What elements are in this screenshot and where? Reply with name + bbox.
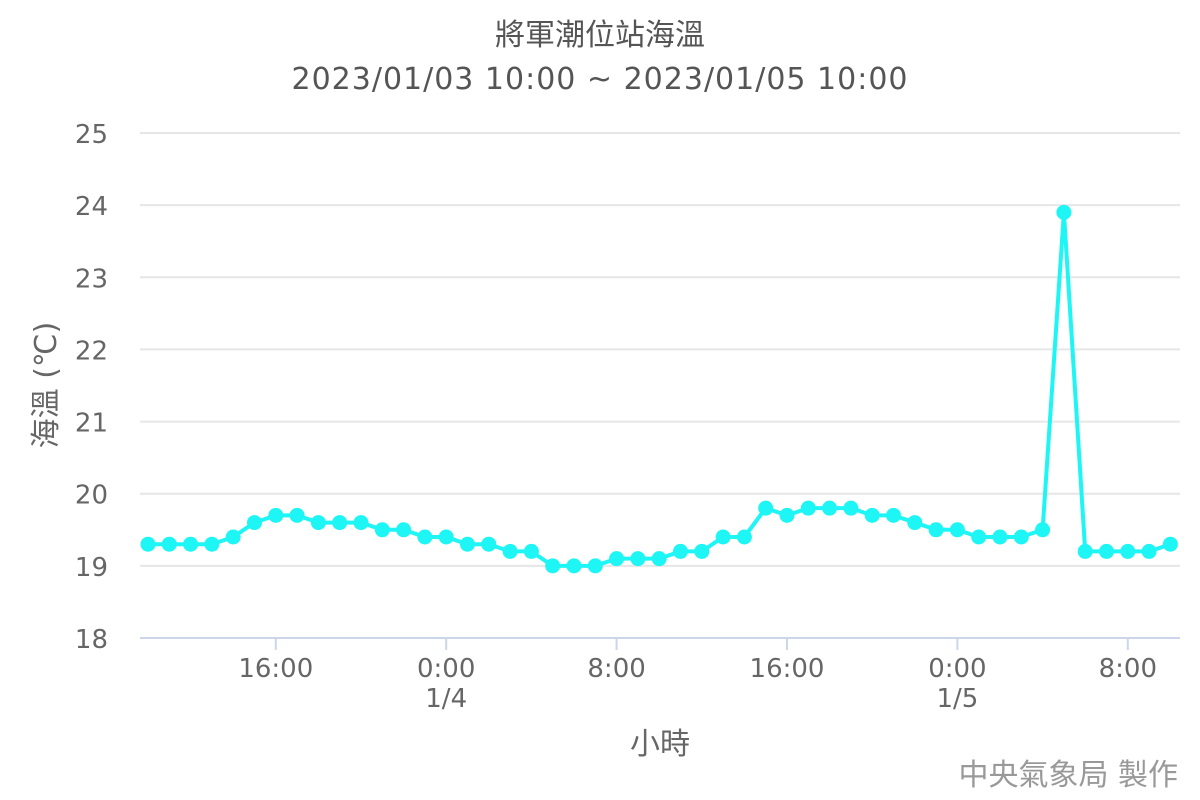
data-point[interactable] bbox=[949, 522, 965, 538]
data-point[interactable] bbox=[225, 529, 241, 545]
data-point[interactable] bbox=[523, 543, 539, 559]
data-point[interactable] bbox=[204, 536, 220, 552]
x-tick-label: 8:00 bbox=[587, 654, 645, 684]
data-point[interactable] bbox=[843, 500, 859, 516]
data-point[interactable] bbox=[1120, 543, 1136, 559]
data-point[interactable] bbox=[438, 529, 454, 545]
data-point[interactable] bbox=[1141, 543, 1157, 559]
credit-text: 中央氣象局 製作 bbox=[958, 758, 1178, 793]
y-tick-label: 25 bbox=[75, 120, 108, 150]
data-point[interactable] bbox=[289, 507, 305, 523]
data-point[interactable] bbox=[673, 543, 688, 559]
data-point[interactable] bbox=[183, 536, 199, 552]
x-tick-labels: 16:00 0:001/48:00 16:00 0:001/58:00 bbox=[238, 638, 1157, 714]
data-point[interactable] bbox=[800, 500, 816, 516]
data-point[interactable] bbox=[1056, 204, 1072, 220]
y-tick-label: 22 bbox=[75, 336, 108, 366]
data-point[interactable] bbox=[907, 515, 923, 531]
data-point[interactable] bbox=[886, 507, 901, 523]
data-point[interactable] bbox=[1077, 543, 1093, 559]
y-tick-label: 18 bbox=[75, 625, 108, 655]
series-sea-temperature bbox=[140, 204, 1178, 574]
x-tick-label: 8:00 bbox=[1099, 654, 1157, 684]
y-axis-label: 海溫 (℃) bbox=[29, 322, 64, 449]
data-point[interactable] bbox=[1162, 536, 1178, 552]
grid-lines bbox=[140, 132, 1180, 639]
data-point[interactable] bbox=[822, 500, 838, 516]
data-point[interactable] bbox=[247, 515, 262, 531]
data-point[interactable] bbox=[609, 551, 625, 567]
data-point[interactable] bbox=[502, 543, 518, 559]
data-point[interactable] bbox=[651, 551, 667, 567]
data-point[interactable] bbox=[460, 536, 475, 552]
y-tick-label: 24 bbox=[75, 192, 108, 222]
chart-title: 將軍潮位站海溫 bbox=[495, 18, 705, 53]
data-point[interactable] bbox=[374, 522, 390, 538]
x-axis-label: 小時 bbox=[630, 727, 690, 762]
data-point[interactable] bbox=[992, 529, 1008, 545]
y-tick-label: 20 bbox=[75, 481, 108, 511]
data-point[interactable] bbox=[587, 558, 603, 574]
data-point[interactable] bbox=[268, 507, 284, 523]
data-point[interactable] bbox=[971, 529, 987, 545]
x-tick-label: 16:00 bbox=[750, 654, 825, 684]
data-point[interactable] bbox=[396, 522, 412, 538]
x-tick-date-label: 1/5 bbox=[936, 684, 978, 714]
data-point[interactable] bbox=[694, 543, 710, 559]
data-point[interactable] bbox=[353, 515, 369, 531]
data-point[interactable] bbox=[481, 536, 497, 552]
data-point[interactable] bbox=[864, 507, 880, 523]
data-point[interactable] bbox=[545, 558, 561, 574]
data-point[interactable] bbox=[161, 536, 177, 552]
data-point[interactable] bbox=[779, 507, 795, 523]
data-point[interactable] bbox=[140, 536, 156, 552]
x-tick-label: 0:00 bbox=[417, 654, 475, 684]
chart-subtitle: 2023/01/03 10:00 ~ 2023/01/05 10:00 bbox=[291, 62, 909, 97]
data-point[interactable] bbox=[928, 522, 944, 538]
x-tick-date-label: 1/4 bbox=[425, 684, 467, 714]
y-tick-label: 19 bbox=[75, 553, 108, 583]
data-point[interactable] bbox=[332, 515, 348, 531]
data-point[interactable] bbox=[715, 529, 731, 545]
data-point[interactable] bbox=[630, 551, 646, 567]
data-point[interactable] bbox=[1035, 522, 1051, 538]
data-point[interactable] bbox=[1099, 543, 1114, 559]
data-point[interactable] bbox=[1013, 529, 1029, 545]
y-tick-label: 23 bbox=[75, 264, 108, 294]
data-point[interactable] bbox=[736, 529, 752, 545]
data-point[interactable] bbox=[310, 515, 326, 531]
x-tick-label: 16:00 bbox=[238, 654, 313, 684]
data-point[interactable] bbox=[758, 500, 774, 516]
y-tick-labels: 18 19 20 21 22 23 24 25 bbox=[75, 120, 108, 655]
x-tick-label: 0:00 bbox=[928, 654, 986, 684]
data-point[interactable] bbox=[566, 558, 582, 574]
y-tick-label: 21 bbox=[75, 409, 108, 439]
data-point[interactable] bbox=[417, 529, 433, 545]
